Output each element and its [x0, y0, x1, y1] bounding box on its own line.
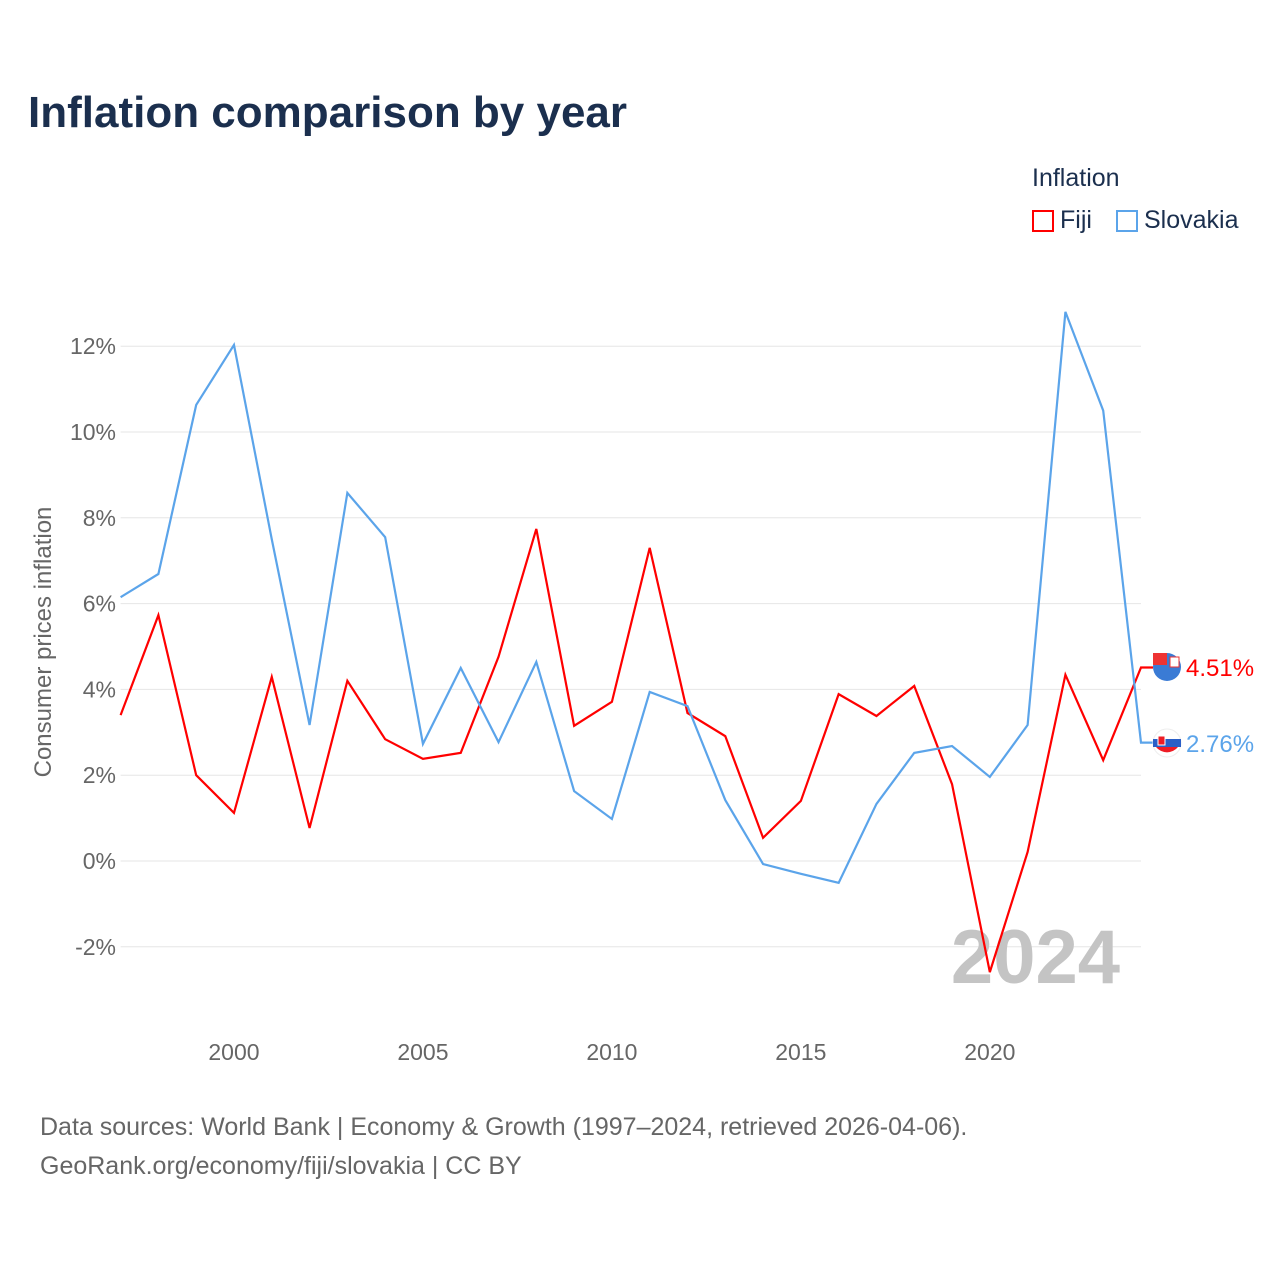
y-tick-label: 8%: [83, 505, 116, 531]
source-line: Data sources: World Bank | Economy & Gro…: [40, 1113, 968, 1141]
x-tick-label: 2000: [208, 1039, 259, 1065]
series-line-fiji: [119, 528, 1153, 973]
legend-label: Slovakia: [1144, 206, 1239, 234]
y-tick-label: 6%: [83, 591, 116, 617]
end-value-label-fiji: 4.51%: [1186, 655, 1254, 682]
flag-emblem: [1157, 735, 1166, 746]
year-watermark: 2024: [951, 915, 1120, 1000]
y-tick-label: 2%: [83, 762, 116, 788]
page-title: Inflation comparison by year: [28, 88, 628, 137]
y-tick-label: 12%: [70, 333, 116, 359]
end-value-label-slovakia: 2.76%: [1186, 731, 1254, 758]
source-note: Data sources: World Bank | Economy & Gro…: [40, 1108, 967, 1186]
legend-swatch-slovakia: [1116, 209, 1138, 232]
legend-label: Fiji: [1060, 206, 1092, 234]
source-link[interactable]: GeoRank.org/economy/fiji/slovakia | CC B…: [40, 1152, 522, 1180]
y-tick-label: 10%: [70, 419, 116, 445]
x-tick-label: 2005: [397, 1039, 448, 1065]
legend-swatch-fiji: [1032, 209, 1054, 232]
flag-stripe-red: [1156, 747, 1178, 753]
series-line-slovakia: [120, 311, 1153, 885]
y-tick-label: -2%: [75, 934, 116, 960]
flag-shield: [1169, 656, 1180, 668]
flag-stripe-blue: [1153, 739, 1181, 747]
legend-item-fiji[interactable]: Fiji: [1032, 206, 1092, 235]
y-tick-label: 4%: [83, 676, 116, 702]
legend-title: Inflation: [1032, 164, 1120, 192]
x-tick-label: 2010: [586, 1039, 637, 1065]
x-tick-label: 2020: [964, 1039, 1015, 1065]
y-axis-label: Consumer prices inflation: [30, 507, 57, 778]
y-tick-label: 0%: [83, 848, 116, 874]
legend-item-slovakia[interactable]: Slovakia: [1116, 206, 1239, 235]
x-tick-label: 2015: [775, 1039, 826, 1065]
flag-canton: [1153, 653, 1167, 665]
